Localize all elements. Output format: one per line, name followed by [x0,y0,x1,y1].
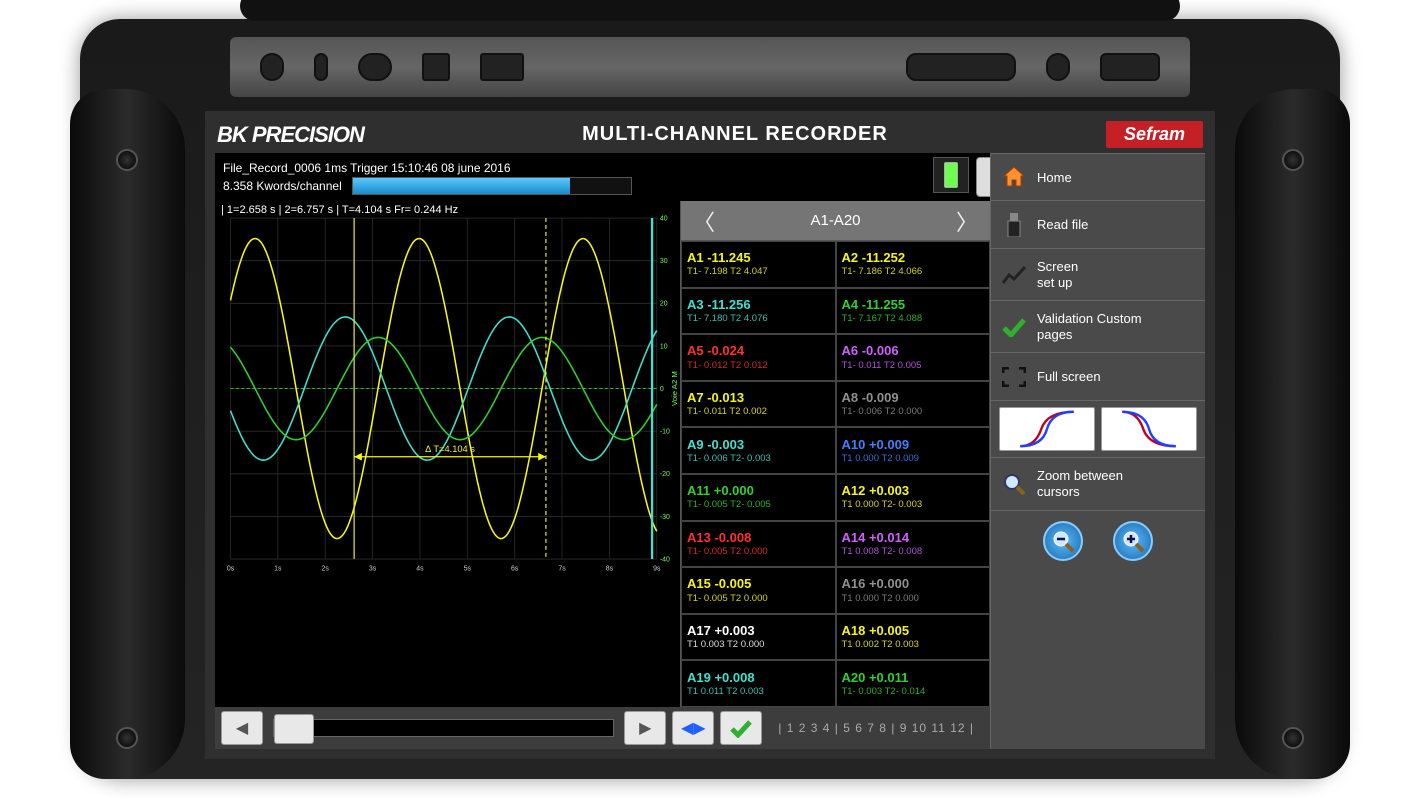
svg-text:6s: 6s [511,566,519,573]
svg-text:20: 20 [660,301,668,308]
channel-A12[interactable]: A12 +0.003T1 0.000 T2- 0.003 [836,474,991,521]
menu-full-screen[interactable]: Full screen [991,353,1205,401]
magnifier-icon [1001,471,1027,497]
menu-validation[interactable]: Validation Custompages [991,301,1205,353]
menu-zoom-cursors-label: Zoom betweencursors [1037,468,1123,499]
file-info: File_Record_0006 1ms Trigger 15:10:46 08… [223,159,921,177]
channel-A7[interactable]: A7 -0.013T1- 0.011 T2 0.002 [681,381,836,428]
svg-text:7s: 7s [558,566,566,573]
channel-A18[interactable]: A18 +0.005T1 0.002 T2 0.003 [836,614,991,661]
split-button[interactable]: ◀▶ [672,711,714,745]
channel-A1[interactable]: A1 -11.245T1- 7.198 T2 4.047 [681,241,836,288]
svg-text:-20: -20 [660,471,670,478]
menu-validation-label: Validation Custompages [1037,311,1142,342]
svg-text:4s: 4s [416,566,424,573]
svg-text:-10: -10 [660,429,670,436]
channel-A2[interactable]: A2 -11.252T1- 7.186 T2 4.066 [836,241,991,288]
faceplate: BK PRECISION MULTI-CHANNEL RECORDER Sefr… [205,111,1215,759]
svg-text:30: 30 [660,258,668,265]
channel-A9[interactable]: A9 -0.003T1- 0.006 T2- 0.003 [681,427,836,474]
channel-A17[interactable]: A17 +0.003T1 0.003 T2 0.000 [681,614,836,661]
channel-A19[interactable]: A19 +0.008T1 0.011 T2 0.003 [681,660,836,707]
words-channel: 8.358 Kwords/channel [223,177,342,195]
svg-text:-30: -30 [660,514,670,521]
carry-handle [240,0,1180,21]
zoom-in-button[interactable] [1113,521,1153,561]
channel-range: A1-A20 [810,212,860,229]
svg-text:0s: 0s [227,566,235,573]
svg-text:8s: 8s [606,566,614,573]
svg-text:5s: 5s [464,566,472,573]
channel-prev[interactable]: 〈 [693,205,715,237]
zoom-out-button[interactable] [1043,521,1083,561]
curve-thumbnails[interactable] [991,401,1205,458]
svg-text:10: 10 [660,343,668,350]
usb-icon [1001,212,1027,238]
channel-A20[interactable]: A20 +0.011T1- 0.003 T2- 0.014 [836,660,991,707]
menu-home[interactable]: Home [991,153,1205,201]
svg-text:0: 0 [660,386,664,393]
channel-A8[interactable]: A8 -0.009T1- 0.006 T2 0.000 [836,381,991,428]
svg-text:40: 40 [660,215,668,222]
chart-icon [1001,262,1027,288]
accept-button[interactable] [720,711,762,745]
menu-screen-setup[interactable]: Screenset up [991,249,1205,301]
time-scrollbar[interactable] [273,719,614,737]
channel-A16[interactable]: A16 +0.000T1 0.000 T2 0.000 [836,567,991,614]
right-grip [1235,89,1350,779]
channel-A3[interactable]: A3 -11.256T1- 7.180 T2 4.076 [681,288,836,335]
left-grip [70,89,185,779]
svg-text:3s: 3s [369,566,377,573]
check-icon [1001,314,1027,340]
svg-text:Δ T=4.104 s: Δ T=4.104 s [425,444,475,454]
rewind-button[interactable]: ◀ [221,711,263,745]
transport-bar: ◀ ▶ ◀▶ | 1 2 3 4 | 5 6 7 8 | 9 10 11 12 … [215,707,990,749]
side-menu: Home Read file Screenset up [990,153,1205,749]
channel-A5[interactable]: A5 -0.024T1- 0.012 T2 0.012 [681,334,836,381]
waveform-plot[interactable]: | 1=2.658 s | 2=6.757 s | T=4.104 s Fr= … [215,201,680,707]
progress-bar [352,177,632,195]
brand-logo: BK PRECISION [217,122,364,148]
channel-A10[interactable]: A10 +0.009T1 0.000 T2 0.009 [836,427,991,474]
channel-panel: 〈 A1-A20 〉 A1 -11.245T1- 7.198 T2 4.047A… [680,201,990,707]
thumb-1[interactable] [999,407,1095,451]
menu-read-file[interactable]: Read file [991,201,1205,249]
svg-text:1s: 1s [274,566,282,573]
play-button[interactable]: ▶ [624,711,666,745]
channel-A6[interactable]: A6 -0.006T1- 0.011 T2 0.005 [836,334,991,381]
svg-text:9s: 9s [653,566,661,573]
sefram-badge: Sefram [1106,121,1203,148]
connector-strip [230,37,1190,97]
menu-zoom-cursors[interactable]: Zoom betweencursors [991,458,1205,510]
channel-A13[interactable]: A13 -0.008T1- 0.005 T2 0.000 [681,521,836,568]
fullscreen-icon [1001,364,1027,390]
menu-full-screen-label: Full screen [1037,369,1101,384]
menu-read-file-label: Read file [1037,217,1088,232]
channel-A15[interactable]: A15 -0.005T1- 0.005 T2 0.000 [681,567,836,614]
svg-text:2s: 2s [322,566,330,573]
page-indicator: | 1 2 3 4 | 5 6 7 8 | 9 10 11 12 | [768,721,984,735]
product-title: MULTI-CHANNEL RECORDER [582,123,888,146]
svg-text:Voie A2 M: Voie A2 M [670,371,679,406]
home-icon [1001,164,1027,190]
battery-icon [933,157,969,193]
svg-text:-40: -40 [660,556,670,563]
channel-next[interactable]: 〉 [956,205,978,237]
touchscreen: File_Record_0006 1ms Trigger 15:10:46 08… [215,153,1205,749]
cursor-readout: | 1=2.658 s | 2=6.757 s | T=4.104 s Fr= … [221,204,458,216]
channel-A14[interactable]: A14 +0.014T1 0.008 T2- 0.008 [836,521,991,568]
menu-home-label: Home [1037,170,1072,185]
menu-screen-setup-label: Screenset up [1037,259,1078,290]
device-frame: BK PRECISION MULTI-CHANNEL RECORDER Sefr… [80,19,1340,779]
channel-A11[interactable]: A11 +0.000T1- 0.005 T2- 0.005 [681,474,836,521]
thumb-2[interactable] [1101,407,1197,451]
channel-A4[interactable]: A4 -11.255T1- 7.167 T2 4.088 [836,288,991,335]
